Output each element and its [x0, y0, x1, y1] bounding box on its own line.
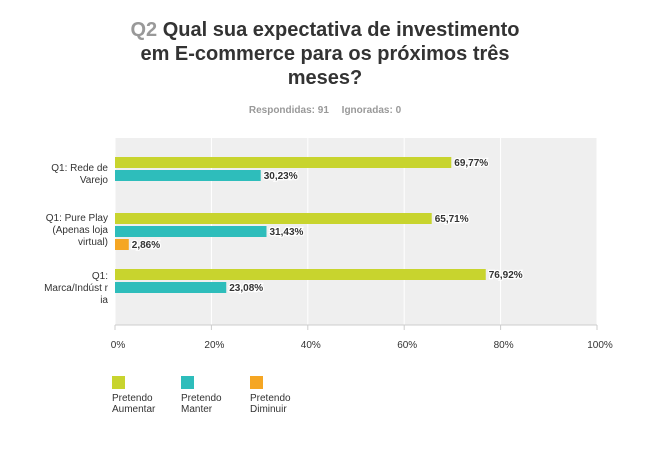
data-label: 23,08%: [229, 283, 263, 294]
data-label: 31,43%: [269, 227, 303, 238]
legend-swatch: [250, 376, 263, 389]
legend-item[interactable]: Pretendo Aumentar: [112, 376, 155, 415]
legend-item[interactable]: Pretendo Manter: [181, 376, 222, 415]
legend-item[interactable]: Pretendo Diminuir: [250, 376, 291, 415]
legend-label: Pretendo: [181, 393, 222, 404]
x-tick-label: 40%: [301, 340, 321, 351]
category-label-line: (Apenas loja: [52, 225, 108, 236]
x-tick-label: 0%: [111, 340, 126, 351]
question-text: Qual sua expectativa de investimento em …: [140, 19, 520, 89]
data-label: 65,71%: [435, 214, 469, 225]
legend-swatch: [181, 376, 194, 389]
bar: [115, 170, 261, 181]
bar: [115, 213, 432, 224]
category-label-line: Q1:: [91, 271, 108, 282]
category-label: Q1: Pure Play (Apenas loja virtual): [6, 213, 108, 249]
question-number: Q2: [130, 19, 158, 41]
x-tick-label: 60%: [397, 340, 417, 351]
x-tick-label: 80%: [494, 340, 514, 351]
answered-count: Respondidas: 91: [248, 105, 329, 116]
data-label: 30,23%: [264, 171, 298, 182]
category-label-line: Marca/Indúst r: [44, 283, 108, 294]
legend-swatch: [112, 376, 125, 389]
category-label: Q1: Marca/Indúst r ia: [6, 271, 108, 307]
legend-label: Pretendo: [112, 393, 153, 404]
category-label-line: Varejo: [79, 175, 108, 186]
bar: [115, 239, 129, 250]
bar: [115, 269, 486, 280]
x-tick-label: 20%: [204, 340, 224, 351]
bar: [115, 282, 227, 293]
response-stats: Respondidas: 91 Ignoradas: 0: [0, 105, 650, 116]
category-label-line: Q1: Rede de: [51, 163, 108, 174]
category-label: Q1: Rede de Varejo: [6, 163, 108, 187]
legend-label: Manter: [181, 404, 213, 415]
bar: [115, 226, 267, 237]
bar: [115, 157, 452, 168]
data-label: 76,92%: [489, 270, 523, 281]
category-label-line: Q1: Pure Play: [45, 213, 108, 224]
chart-title: Q2 Qual sua expectativa de investimento …: [125, 18, 525, 90]
legend-label: Pretendo: [250, 393, 291, 404]
x-tick-label: 100%: [587, 340, 613, 351]
category-label-line: ia: [100, 295, 108, 306]
skipped-count: Ignoradas: 0: [341, 105, 402, 116]
data-label: 2,86%: [132, 240, 160, 251]
legend-label: Aumentar: [112, 404, 156, 415]
data-label: 69,77%: [454, 158, 488, 169]
category-label-line: virtual): [77, 237, 108, 248]
legend-label: Diminuir: [250, 404, 287, 415]
